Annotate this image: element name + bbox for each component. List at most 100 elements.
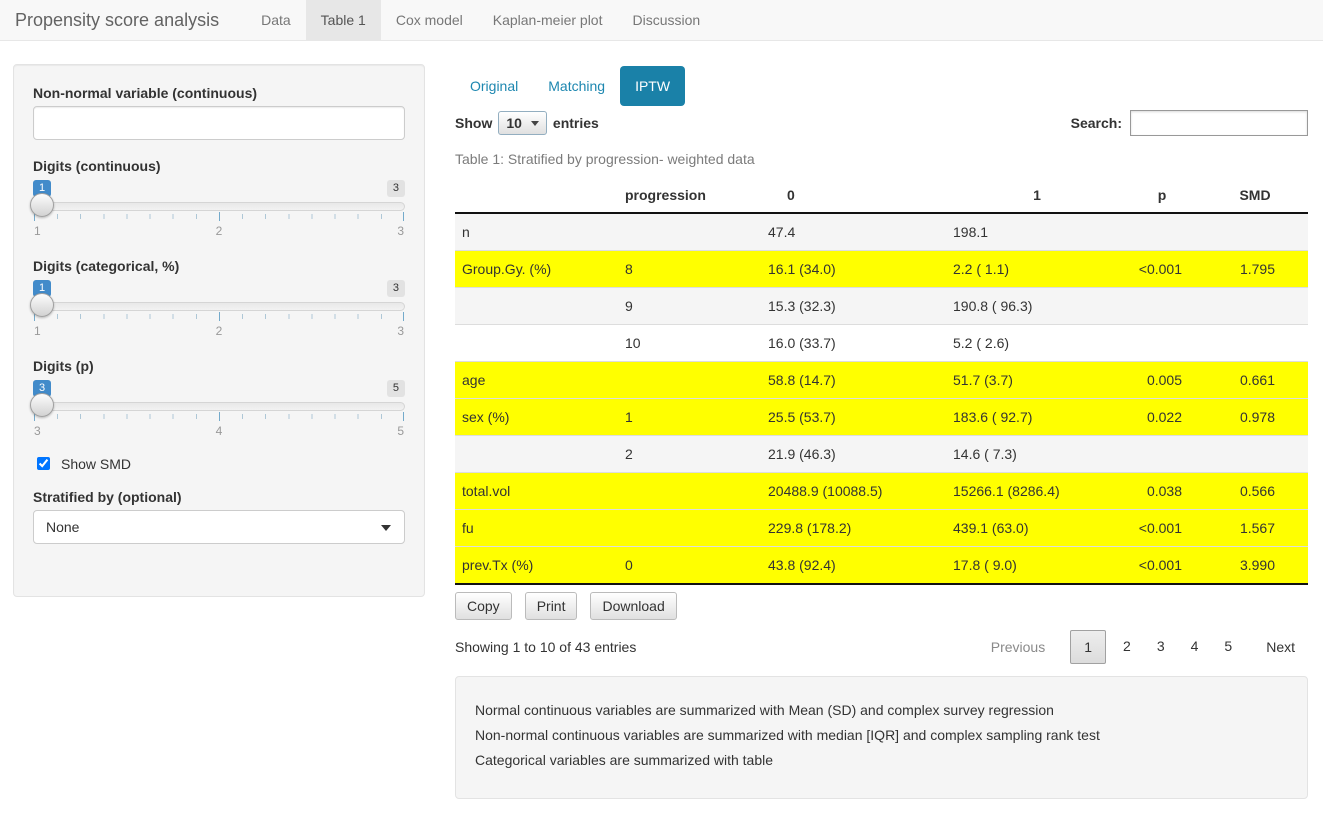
cell-variable	[455, 324, 620, 362]
entries-length-control: Show 10 entries	[455, 111, 599, 135]
stratified-selected-value: None	[46, 519, 80, 535]
stratified-label: Stratified by (optional)	[33, 489, 182, 505]
cell-group1: 14.6 ( 7.3)	[952, 435, 1122, 473]
page-number-button[interactable]: 3	[1156, 638, 1165, 654]
tick-label: 3	[397, 324, 404, 338]
table-row: n 47.4 198.1	[455, 213, 1308, 251]
tick-label: 3	[397, 224, 404, 238]
show-label: Show	[455, 115, 493, 131]
next-page-button[interactable]: Next	[1266, 639, 1295, 655]
show-smd-label: Show SMD	[61, 455, 132, 472]
page-number-button[interactable]: 2	[1123, 638, 1131, 654]
cell-smd: 1.567	[1202, 509, 1308, 547]
tick-label: 3	[34, 424, 41, 438]
slider-track[interactable]	[33, 402, 405, 411]
caret-down-icon	[381, 525, 391, 531]
column-header: p	[1122, 179, 1202, 214]
cell-group1: 51.7 (3.7)	[952, 361, 1122, 399]
cell-p-value: <0.001	[1122, 250, 1202, 288]
result-tab[interactable]: Matching	[548, 78, 606, 94]
note-line: Normal continuous variables are summariz…	[475, 702, 1054, 718]
cell-p-value	[1122, 287, 1202, 325]
entries-label: entries	[552, 115, 599, 131]
cell-level	[620, 509, 767, 547]
table-row: Group.Gy. (%) 8 16.1 (34.0) 2.2 ( 1.1) <…	[455, 250, 1308, 288]
cell-smd: 0.978	[1202, 398, 1308, 436]
cell-p-value	[1122, 435, 1202, 473]
cell-p-value: 0.022	[1122, 398, 1202, 436]
cell-variable: Group.Gy. (%)	[455, 250, 620, 288]
navbar-tab[interactable]: Kaplan-meier plot	[492, 12, 603, 28]
cell-group0: 58.8 (14.7)	[767, 361, 952, 399]
cell-smd	[1202, 435, 1308, 473]
page-number-button[interactable]: 4	[1190, 638, 1199, 654]
search-input[interactable]	[1130, 110, 1308, 136]
show-smd-row[interactable]: Show SMD	[33, 454, 405, 473]
slider-list: Digits (continuous) 1 3 1 2 3 Digits (ca…	[30, 158, 405, 440]
cell-variable	[455, 435, 620, 473]
slider-handle[interactable]	[30, 393, 54, 417]
slider-max-badge: 3	[386, 180, 405, 197]
navbar: Propensity score analysis Data Table 1 Cox…	[0, 0, 1323, 41]
cell-p-value: <0.001	[1122, 509, 1202, 547]
page-number-button[interactable]: 1	[1070, 630, 1107, 664]
navbar-tab[interactable]: Table 1	[305, 0, 381, 40]
slider-handle[interactable]	[30, 293, 54, 317]
entries-select[interactable]: 10	[498, 111, 547, 135]
cell-variable: n	[462, 224, 470, 240]
result-tab[interactable]: Original	[470, 78, 519, 94]
slider[interactable]: 1 3 1 2 3	[30, 280, 405, 340]
slider[interactable]: 3 5 3 4 5	[30, 380, 405, 440]
navbar-tab[interactable]: Data	[261, 12, 291, 28]
cell-smd: 0.661	[1202, 361, 1308, 399]
previous-page-button[interactable]: Previous	[990, 639, 1046, 655]
cell-variable: fu	[455, 509, 620, 547]
show-smd-checkbox[interactable]	[37, 457, 50, 470]
stratified-select[interactable]: None	[33, 510, 405, 544]
table1: progression 0 1 p SMD n 47.4 198.1 Group.Gy.…	[455, 179, 1308, 585]
notes-panel: Normal continuous variables are summariz…	[455, 676, 1308, 799]
table-row: fu 229.8 (178.2) 439.1 (63.0) <0.001 1.5…	[455, 509, 1308, 547]
table-header-row: progression 0 1 p SMD	[455, 179, 1308, 214]
cell-p-value: 0.038	[1122, 472, 1202, 510]
export-button[interactable]: Print	[524, 592, 578, 620]
cell-variable: prev.Tx (%)	[455, 546, 620, 585]
nonnormal-label: Non-normal variable (continuous)	[33, 85, 258, 101]
cell-group0: 16.0 (33.7)	[767, 324, 952, 362]
tick-label: 1	[34, 324, 41, 338]
cell-group1: 198.1	[953, 224, 989, 240]
cell-level: 1	[620, 398, 767, 436]
cell-smd	[1202, 213, 1308, 251]
cell-smd	[1202, 287, 1308, 325]
note-line: Categorical variables are summarized wit…	[475, 752, 774, 768]
entries-selected-value: 10	[506, 115, 522, 131]
slider[interactable]: 1 3 1 2 3	[30, 180, 405, 240]
slider-value-badge: 3	[33, 380, 52, 397]
slider-ticks: 1 2 3	[34, 312, 404, 340]
navbar-tab[interactable]: Discussion	[632, 12, 701, 28]
slider-ticks: 1 2 3	[34, 212, 404, 240]
slider-track[interactable]	[33, 302, 405, 311]
slider-track[interactable]	[33, 202, 405, 211]
slider-value-badge: 1	[33, 280, 52, 297]
nonnormal-group: Non-normal variable (continuous)	[33, 85, 405, 140]
export-button[interactable]: Copy	[455, 592, 512, 620]
column-header: progression	[620, 179, 767, 214]
cell-group0: 15.3 (32.3)	[767, 287, 952, 325]
navbar-tab[interactable]: Cox model	[395, 12, 463, 28]
cell-smd: 1.795	[1202, 250, 1308, 288]
cell-group1: 15266.1 (8286.4)	[952, 472, 1122, 510]
nonnormal-input[interactable]	[33, 106, 405, 140]
export-button[interactable]: Download	[590, 592, 677, 620]
page-number-button[interactable]: 5	[1224, 638, 1233, 654]
result-tab[interactable]: IPTW	[620, 66, 686, 106]
cell-group0: 25.5 (53.7)	[767, 398, 952, 436]
tick-label: 1	[34, 224, 41, 238]
cell-group0: 229.8 (178.2)	[767, 509, 952, 547]
cell-variable: age	[455, 361, 620, 399]
cell-level: 9	[620, 287, 767, 325]
slider-group: Digits (continuous) 1 3 1 2 3	[30, 158, 405, 240]
slider-handle[interactable]	[30, 193, 54, 217]
cell-level	[620, 213, 767, 251]
